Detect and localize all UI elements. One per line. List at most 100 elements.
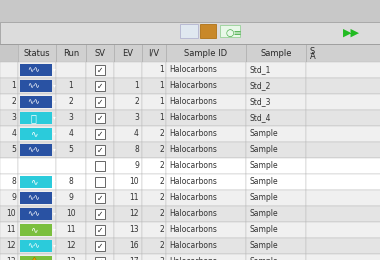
Text: ✓: ✓ bbox=[97, 257, 103, 260]
Text: 5: 5 bbox=[68, 146, 73, 154]
Text: 1: 1 bbox=[159, 81, 164, 90]
Bar bbox=[142, 206, 166, 222]
Bar bbox=[166, 222, 246, 238]
Text: 2: 2 bbox=[159, 225, 164, 235]
Text: 4: 4 bbox=[134, 129, 139, 139]
Text: I/V: I/V bbox=[149, 49, 160, 57]
Bar bbox=[0, 254, 18, 260]
Bar bbox=[142, 78, 166, 94]
Bar bbox=[20, 80, 52, 92]
Bar bbox=[20, 96, 52, 108]
Bar bbox=[56, 174, 86, 190]
Text: 12: 12 bbox=[66, 242, 76, 250]
Bar bbox=[56, 142, 86, 158]
Bar bbox=[114, 142, 142, 158]
Bar bbox=[306, 254, 380, 260]
Bar bbox=[306, 78, 380, 94]
Text: Halocarbons: Halocarbons bbox=[169, 146, 217, 154]
Bar bbox=[166, 62, 246, 78]
Bar bbox=[18, 44, 56, 62]
Text: ✓: ✓ bbox=[97, 98, 103, 107]
Bar bbox=[86, 44, 114, 62]
Text: 1: 1 bbox=[159, 114, 164, 122]
Bar bbox=[18, 78, 56, 94]
Text: 9: 9 bbox=[68, 193, 73, 203]
Text: 8: 8 bbox=[11, 178, 16, 186]
Bar bbox=[18, 110, 56, 126]
Text: Halocarbons: Halocarbons bbox=[169, 178, 217, 186]
Text: ✓: ✓ bbox=[97, 114, 103, 122]
Bar bbox=[86, 94, 114, 110]
Bar bbox=[86, 174, 114, 190]
Bar bbox=[246, 78, 306, 94]
Bar bbox=[142, 190, 166, 206]
Text: Halocarbons: Halocarbons bbox=[169, 98, 217, 107]
Text: 11: 11 bbox=[130, 193, 139, 203]
Bar bbox=[95, 225, 105, 235]
Bar bbox=[20, 256, 52, 260]
Text: ▾: ▾ bbox=[53, 179, 56, 185]
Bar bbox=[56, 94, 86, 110]
Bar bbox=[306, 62, 380, 78]
Bar bbox=[18, 190, 56, 206]
Bar bbox=[56, 190, 86, 206]
Text: ▾: ▾ bbox=[53, 244, 56, 249]
Bar bbox=[56, 110, 86, 126]
Text: Sample: Sample bbox=[249, 129, 278, 139]
Bar bbox=[166, 110, 246, 126]
Bar bbox=[86, 142, 114, 158]
Text: SV: SV bbox=[95, 49, 106, 57]
Bar bbox=[114, 174, 142, 190]
Bar bbox=[18, 238, 56, 254]
Bar bbox=[246, 158, 306, 174]
Text: ○≡: ○≡ bbox=[225, 28, 242, 38]
Bar bbox=[95, 113, 105, 123]
Text: ✓: ✓ bbox=[97, 242, 103, 250]
Text: ∿∿: ∿∿ bbox=[27, 81, 40, 90]
Bar bbox=[166, 190, 246, 206]
Bar bbox=[114, 238, 142, 254]
Bar bbox=[246, 62, 306, 78]
Bar bbox=[95, 81, 105, 91]
Bar bbox=[20, 240, 52, 252]
Bar bbox=[306, 110, 380, 126]
Text: ▾: ▾ bbox=[53, 100, 56, 105]
Bar bbox=[86, 110, 114, 126]
Text: Halocarbons: Halocarbons bbox=[169, 193, 217, 203]
Bar bbox=[166, 174, 246, 190]
Bar bbox=[95, 177, 105, 187]
Bar bbox=[166, 126, 246, 142]
Text: 4: 4 bbox=[11, 129, 16, 139]
Bar bbox=[0, 174, 18, 190]
Text: ✓: ✓ bbox=[97, 193, 103, 203]
Bar bbox=[246, 238, 306, 254]
Text: ▾: ▾ bbox=[53, 228, 56, 232]
Bar bbox=[86, 222, 114, 238]
Text: 3: 3 bbox=[159, 257, 164, 260]
Bar bbox=[18, 174, 56, 190]
Bar bbox=[20, 224, 52, 236]
Bar bbox=[142, 254, 166, 260]
Text: Sample: Sample bbox=[249, 178, 278, 186]
Bar bbox=[95, 257, 105, 260]
Bar bbox=[114, 110, 142, 126]
Text: A: A bbox=[310, 53, 316, 61]
Bar bbox=[166, 254, 246, 260]
Bar bbox=[142, 44, 166, 62]
Text: Std_4: Std_4 bbox=[249, 114, 271, 122]
Bar bbox=[56, 126, 86, 142]
Bar bbox=[56, 238, 86, 254]
Text: Sample: Sample bbox=[249, 210, 278, 218]
Text: Sample: Sample bbox=[249, 242, 278, 250]
Bar bbox=[166, 44, 246, 62]
Bar bbox=[86, 158, 114, 174]
Bar bbox=[142, 126, 166, 142]
Text: ∿∿: ∿∿ bbox=[27, 242, 40, 250]
Text: Halocarbons: Halocarbons bbox=[169, 210, 217, 218]
Text: Sample: Sample bbox=[249, 257, 278, 260]
Bar bbox=[306, 238, 380, 254]
Text: Sample: Sample bbox=[249, 193, 278, 203]
Text: 2: 2 bbox=[159, 193, 164, 203]
Bar bbox=[166, 94, 246, 110]
Text: Halocarbons: Halocarbons bbox=[169, 225, 217, 235]
